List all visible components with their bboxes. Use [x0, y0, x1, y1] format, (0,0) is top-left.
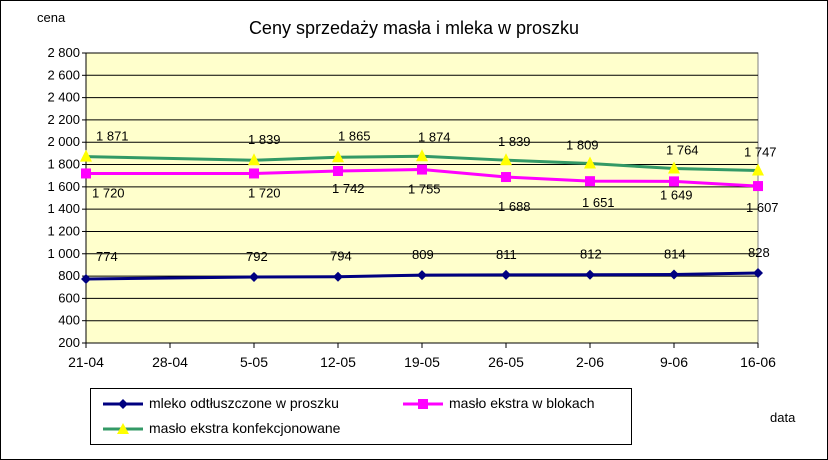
data-point-square — [81, 168, 91, 179]
legend-swatch-triangle — [103, 423, 143, 434]
data-label: 792 — [246, 249, 268, 264]
data-point-triangle — [416, 149, 428, 162]
data-point-square — [669, 176, 679, 187]
x-tick-label: 5-05 — [240, 354, 268, 370]
data-label: 1 720 — [248, 185, 281, 200]
data-point-diamond — [417, 270, 427, 281]
legend-label: mleko odtłuszczone w proszku — [149, 395, 339, 411]
data-label: 794 — [330, 249, 352, 264]
y-tick-label: 1 200 — [47, 223, 80, 238]
data-point-diamond — [501, 269, 511, 280]
x-tick-label: 9-06 — [660, 354, 688, 370]
data-label: 1 607 — [746, 200, 779, 215]
y-tick-label: 2 800 — [47, 45, 80, 60]
x-tick-label: 16-06 — [740, 354, 776, 370]
legend-swatch-square — [403, 399, 443, 409]
data-point-square — [333, 166, 343, 177]
y-tick-label: 1 600 — [47, 179, 80, 194]
x-tick-label: 21-04 — [68, 354, 104, 370]
legend-label: masło ekstra w blokach — [449, 395, 595, 411]
data-label: 1 865 — [338, 128, 371, 143]
y-axis-label: cena — [37, 10, 66, 25]
data-point-diamond — [585, 269, 595, 280]
x-tick-label: 28-04 — [152, 354, 188, 370]
series-line-0 — [85, 271, 759, 281]
data-point-triangle — [332, 150, 344, 163]
series-line-2 — [85, 154, 759, 172]
data-label: 1 764 — [666, 143, 699, 158]
data-label: 1 809 — [566, 138, 599, 153]
x-tick-label: 2-06 — [576, 354, 604, 370]
data-label: 1 755 — [408, 182, 441, 197]
data-point-square — [417, 164, 427, 175]
y-tick-label: 2 000 — [47, 134, 80, 149]
y-tick-label: 400 — [58, 313, 80, 328]
data-label: 774 — [96, 249, 118, 264]
data-point-triangle — [752, 163, 764, 176]
legend-swatch-diamond — [103, 399, 143, 409]
y-tick-label: 1 800 — [47, 157, 80, 172]
chart-title: Ceny sprzedaży masła i mleka w proszku — [248, 18, 580, 38]
y-tick-label: 2 600 — [47, 67, 80, 82]
y-tick-label: 800 — [58, 268, 80, 283]
data-point-square — [753, 181, 763, 192]
data-label: 812 — [580, 247, 602, 262]
plot-area — [85, 52, 759, 344]
data-point-diamond — [249, 271, 259, 282]
data-label: 1 747 — [744, 144, 777, 159]
y-tick-label: 1 400 — [47, 201, 80, 216]
series-line-1 — [86, 168, 759, 188]
data-label: 828 — [748, 245, 770, 260]
data-label: 1 839 — [248, 132, 281, 147]
y-tick-label: 2 200 — [47, 112, 80, 127]
data-label: 809 — [412, 247, 434, 262]
y-tick-label: 1 000 — [47, 246, 80, 261]
data-label: 1 688 — [498, 199, 531, 214]
data-label: 1 742 — [332, 181, 365, 196]
data-point-square — [501, 172, 511, 183]
data-point-triangle — [80, 149, 92, 162]
data-point-triangle — [248, 153, 260, 166]
data-point-triangle — [500, 153, 512, 166]
data-label: 1 871 — [96, 129, 129, 144]
data-point-triangle — [668, 161, 680, 174]
y-tick-label: 2 400 — [47, 90, 80, 105]
y-tick-label: 200 — [58, 335, 80, 350]
data-point-diamond — [333, 271, 343, 282]
data-point-diamond — [669, 269, 679, 280]
x-tick-label: 26-05 — [488, 354, 524, 370]
data-point-diamond — [753, 267, 763, 278]
data-label: 1 874 — [418, 129, 451, 144]
x-axis-label: data — [770, 410, 796, 425]
y-tick-label: 600 — [58, 290, 80, 305]
data-point-square — [585, 176, 595, 187]
data-point-diamond — [81, 273, 91, 284]
data-label: 1 651 — [582, 195, 615, 210]
x-tick-label: 19-05 — [404, 354, 440, 370]
data-label: 814 — [664, 247, 686, 262]
data-label: 1 839 — [498, 134, 531, 149]
x-tick-label: 12-05 — [320, 354, 356, 370]
data-point-square — [249, 168, 259, 179]
data-label: 1 720 — [92, 185, 125, 200]
data-point-triangle — [584, 156, 596, 169]
legend-label: masło ekstra konfekcjonowane — [149, 420, 341, 436]
data-label: 811 — [496, 247, 517, 262]
data-label: 1 649 — [660, 187, 693, 202]
legend: mleko odtłuszczone w proszku masło ekstr… — [90, 388, 632, 445]
